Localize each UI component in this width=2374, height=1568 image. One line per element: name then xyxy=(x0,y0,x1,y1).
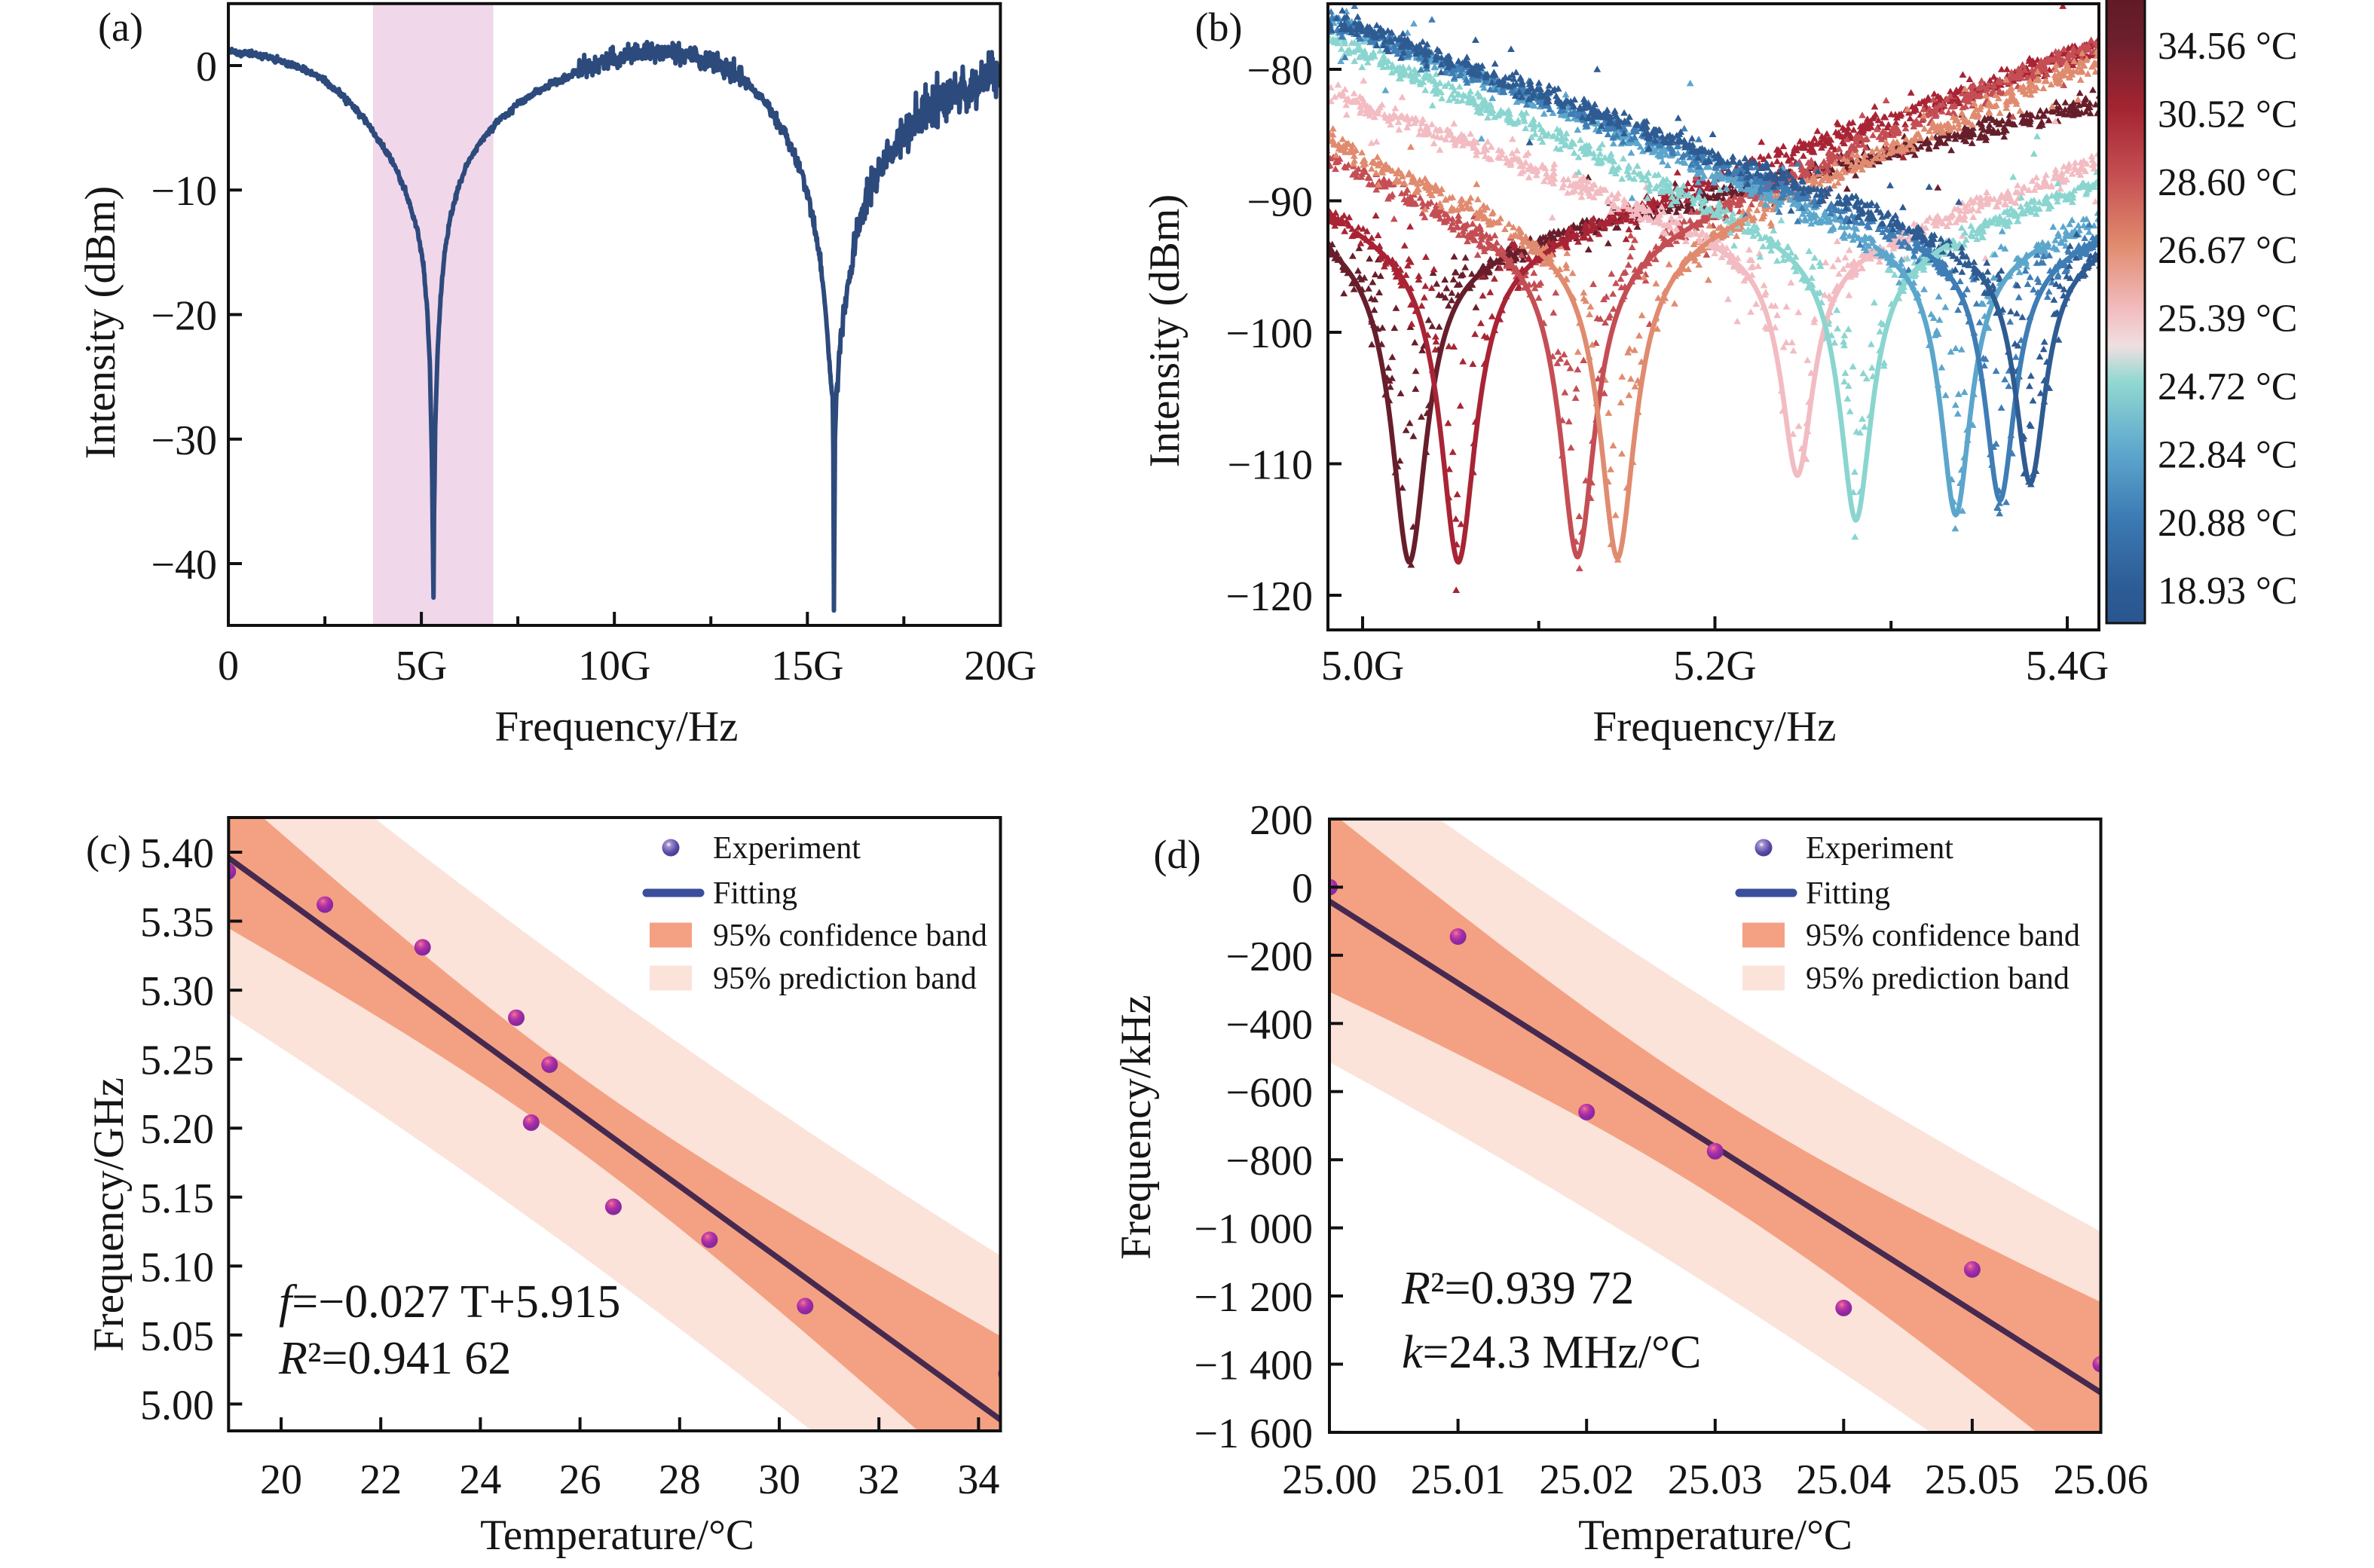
svg-text:−90: −90 xyxy=(1247,179,1313,226)
svg-text:Intensity (dBm): Intensity (dBm) xyxy=(77,186,124,460)
svg-text:5.10: 5.10 xyxy=(140,1244,214,1291)
svg-text:−600: −600 xyxy=(1225,1070,1313,1117)
svg-text:−400: −400 xyxy=(1225,1001,1313,1048)
svg-text:−120: −120 xyxy=(1225,573,1313,620)
svg-text:5.40: 5.40 xyxy=(140,830,214,877)
svg-text:24: 24 xyxy=(459,1456,501,1503)
svg-text:−30: −30 xyxy=(151,417,217,464)
svg-text:25.06: 25.06 xyxy=(2054,1456,2149,1503)
svg-text:95% confidence band: 95% confidence band xyxy=(713,918,987,953)
svg-text:10G: 10G xyxy=(578,643,650,689)
svg-text:95% prediction band: 95% prediction band xyxy=(1806,961,2070,996)
svg-text:5.25: 5.25 xyxy=(140,1038,214,1084)
svg-text:−10: −10 xyxy=(151,168,217,215)
svg-text:32: 32 xyxy=(858,1456,900,1503)
svg-text:200: 200 xyxy=(1250,797,1313,844)
svg-text:26.67 °C: 26.67 °C xyxy=(2158,229,2297,272)
svg-text:Intensity (dBm): Intensity (dBm) xyxy=(1141,194,1189,468)
svg-text:−200: −200 xyxy=(1225,934,1313,980)
svg-text:5.30: 5.30 xyxy=(140,968,214,1015)
svg-text:28.60 °C: 28.60 °C xyxy=(2158,161,2297,204)
svg-text:Fitting: Fitting xyxy=(1806,876,1890,911)
svg-text:5.15: 5.15 xyxy=(140,1175,214,1222)
svg-text:95% confidence band: 95% confidence band xyxy=(1806,918,2080,953)
svg-text:95% prediction band: 95% prediction band xyxy=(713,961,977,996)
svg-text:20G: 20G xyxy=(964,643,1036,689)
svg-text:25.04: 25.04 xyxy=(1796,1456,1891,1503)
svg-text:(d): (d) xyxy=(1154,832,1201,877)
svg-text:Experiment: Experiment xyxy=(713,831,861,866)
svg-text:−100: −100 xyxy=(1225,310,1313,357)
svg-text:20.88 °C: 20.88 °C xyxy=(2158,502,2297,545)
svg-text:25.00: 25.00 xyxy=(1282,1456,1377,1503)
svg-text:24.72 °C: 24.72 °C xyxy=(2158,365,2297,408)
svg-text:−110: −110 xyxy=(1227,442,1313,489)
svg-text:Frequency/GHz: Frequency/GHz xyxy=(85,1077,133,1352)
svg-text:18.93 °C: 18.93 °C xyxy=(2158,570,2297,613)
svg-text:0: 0 xyxy=(196,44,217,90)
svg-text:25.02: 25.02 xyxy=(1539,1456,1634,1503)
svg-text:15G: 15G xyxy=(771,643,843,689)
svg-text:R²=0.941 62: R²=0.941 62 xyxy=(278,1333,511,1384)
svg-text:−800: −800 xyxy=(1225,1138,1313,1184)
svg-text:5G: 5G xyxy=(396,643,447,689)
svg-text:k=24.3 MHz/°C: k=24.3 MHz/°C xyxy=(1402,1327,1701,1378)
svg-text:5.2G: 5.2G xyxy=(1673,643,1756,689)
svg-text:28: 28 xyxy=(659,1456,701,1503)
svg-text:5.4G: 5.4G xyxy=(2026,643,2109,689)
svg-text:−1 000: −1 000 xyxy=(1194,1206,1313,1253)
svg-text:25.05: 25.05 xyxy=(1925,1456,2020,1503)
svg-text:(a): (a) xyxy=(98,5,143,50)
svg-text:(c): (c) xyxy=(86,827,131,873)
svg-text:Temperature/°C: Temperature/°C xyxy=(480,1511,754,1559)
svg-text:(b): (b) xyxy=(1195,5,1243,50)
svg-text:−40: −40 xyxy=(151,542,217,588)
svg-text:25.03: 25.03 xyxy=(1668,1456,1763,1503)
svg-text:5.35: 5.35 xyxy=(140,900,214,946)
svg-text:Frequency/Hz: Frequency/Hz xyxy=(495,703,739,750)
svg-text:30: 30 xyxy=(758,1456,800,1503)
svg-text:−1 200: −1 200 xyxy=(1194,1274,1313,1321)
svg-text:30.52 °C: 30.52 °C xyxy=(2158,93,2297,136)
svg-text:Temperature/°C: Temperature/°C xyxy=(1578,1511,1852,1559)
svg-text:−1 600: −1 600 xyxy=(1194,1411,1313,1457)
svg-text:f=−0.027 T+5.915: f=−0.027 T+5.915 xyxy=(279,1276,620,1328)
svg-text:5.20: 5.20 xyxy=(140,1106,214,1153)
svg-text:34.56 °C: 34.56 °C xyxy=(2158,25,2297,68)
svg-text:R²=0.939 72: R²=0.939 72 xyxy=(1401,1263,1634,1314)
svg-text:22: 22 xyxy=(359,1456,402,1503)
svg-text:0: 0 xyxy=(1292,865,1313,912)
svg-text:34: 34 xyxy=(957,1456,999,1503)
svg-text:−80: −80 xyxy=(1247,47,1313,94)
svg-text:26: 26 xyxy=(559,1456,601,1503)
svg-text:−20: −20 xyxy=(151,293,217,340)
svg-text:20: 20 xyxy=(260,1456,302,1503)
svg-text:0: 0 xyxy=(218,643,239,689)
svg-text:Fitting: Fitting xyxy=(713,876,797,911)
svg-text:22.84 °C: 22.84 °C xyxy=(2158,433,2297,476)
svg-text:5.05: 5.05 xyxy=(140,1313,214,1360)
svg-text:5.0G: 5.0G xyxy=(1321,643,1404,689)
svg-text:Frequency/kHz: Frequency/kHz xyxy=(1112,995,1160,1259)
svg-text:5.00: 5.00 xyxy=(140,1382,214,1429)
svg-text:−1 400: −1 400 xyxy=(1194,1343,1313,1389)
svg-text:Experiment: Experiment xyxy=(1806,831,1953,866)
svg-text:Frequency/Hz: Frequency/Hz xyxy=(1593,703,1837,750)
svg-text:25.39 °C: 25.39 °C xyxy=(2158,298,2297,341)
svg-text:25.01: 25.01 xyxy=(1411,1456,1506,1503)
